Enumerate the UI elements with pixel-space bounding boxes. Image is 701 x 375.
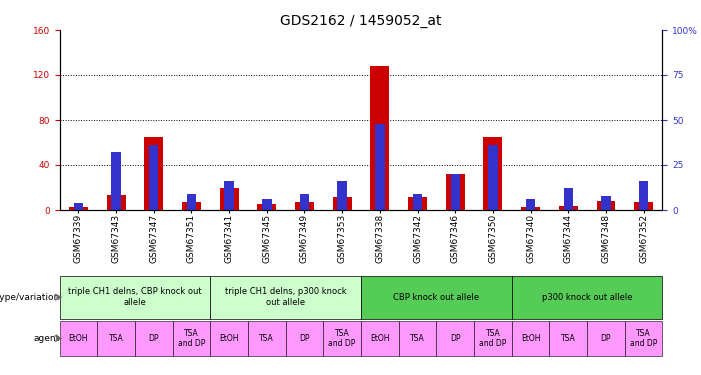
Text: genotype/variation: genotype/variation [0,292,60,302]
Bar [97,321,135,356]
Bar [361,321,399,356]
Title: GDS2162 / 1459052_at: GDS2162 / 1459052_at [280,13,442,28]
Bar [474,321,512,356]
Bar [634,202,653,210]
Bar [135,321,172,356]
Bar [639,181,648,210]
Bar [601,196,611,210]
Text: TSA
and DP: TSA and DP [329,329,356,348]
Bar [248,321,286,356]
Bar [210,276,361,319]
Text: TSA: TSA [259,334,274,343]
Text: p300 knock out allele: p300 knock out allele [542,292,632,302]
Bar [587,321,625,356]
Bar [512,276,662,319]
Text: TSA: TSA [109,334,123,343]
Bar [446,174,465,210]
Bar [144,137,163,210]
Text: TSA: TSA [561,334,576,343]
Text: CBP knock out allele: CBP knock out allele [393,292,479,302]
Bar [295,202,314,210]
Bar [323,321,361,356]
Bar [257,204,276,210]
Bar [451,174,460,210]
Text: DP: DP [601,334,611,343]
Bar [262,199,271,210]
Bar [74,203,83,210]
Text: EtOH: EtOH [69,334,88,343]
Bar [60,276,210,319]
Text: DP: DP [299,334,310,343]
Bar [559,206,578,210]
Bar [521,207,540,210]
Bar [484,137,503,210]
Bar [413,194,422,210]
Bar [408,196,427,210]
Bar [286,321,323,356]
Bar [512,321,550,356]
Bar [300,194,309,210]
Bar [60,321,97,356]
Bar [186,194,196,210]
Text: triple CH1 delns, CBP knock out
allele: triple CH1 delns, CBP knock out allele [68,288,202,307]
Bar [333,196,352,210]
Text: EtOH: EtOH [370,334,390,343]
Bar [375,124,385,210]
Text: TSA: TSA [410,334,425,343]
Bar [436,321,474,356]
Bar [107,195,125,210]
Bar [69,207,88,210]
Text: TSA
and DP: TSA and DP [479,329,507,348]
Bar [399,321,436,356]
Bar [149,145,158,210]
Text: DP: DP [149,334,159,343]
Text: triple CH1 delns, p300 knock
out allele: triple CH1 delns, p300 knock out allele [225,288,346,307]
Bar [210,321,248,356]
Bar [597,201,615,210]
Text: agent: agent [34,334,60,343]
Bar [370,66,389,210]
Bar [564,188,573,210]
Text: TSA
and DP: TSA and DP [630,329,658,348]
Bar [488,145,498,210]
Bar [182,202,201,210]
Bar [625,321,662,356]
Text: EtOH: EtOH [219,334,239,343]
Text: EtOH: EtOH [521,334,540,343]
Bar [526,199,536,210]
Bar [337,181,347,210]
Bar [111,152,121,210]
Bar [550,321,587,356]
Bar [361,276,512,319]
Text: DP: DP [450,334,461,343]
Bar [224,181,234,210]
Bar [219,188,238,210]
Text: TSA
and DP: TSA and DP [178,329,205,348]
Bar [172,321,210,356]
